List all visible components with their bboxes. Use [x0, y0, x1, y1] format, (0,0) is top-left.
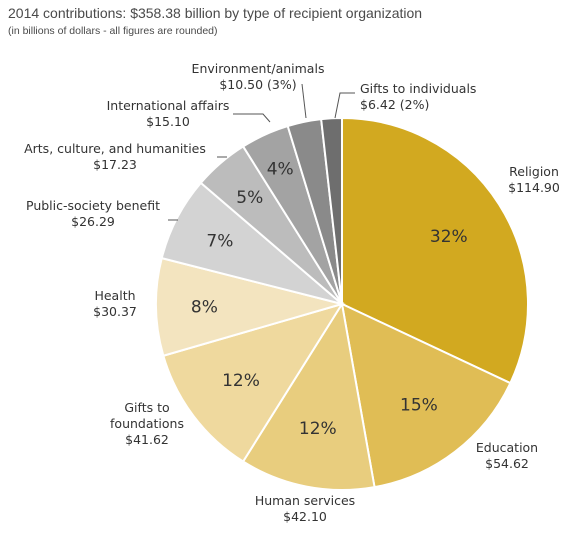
pie-slice-human-services [241, 301, 376, 491]
percent-label: 4% [267, 160, 294, 180]
category-label: Arts, culture, and humanities $17.23 [24, 141, 206, 172]
category-label: Public-society benefit $26.29 [26, 198, 160, 229]
percent-label: 12% [299, 419, 337, 439]
percent-label: 7% [206, 232, 233, 252]
chart-title: 2014 contributions: $358.38 billion by t… [8, 5, 422, 21]
leader-line [334, 92, 355, 119]
pie-slice-health [155, 256, 346, 358]
category-label: Gifts to foundations $41.62 [110, 400, 184, 447]
percent-label: 15% [400, 395, 438, 415]
percent-label: 5% [236, 188, 263, 208]
pie-slice-education [340, 302, 512, 489]
category-label: Health $30.37 [93, 288, 137, 319]
category-labels: Religion $114.90 Education $54.62 Human serv… [24, 61, 560, 524]
category-label: Religion $114.90 [508, 164, 560, 195]
pie-slice-religion [341, 116, 529, 385]
category-label: Human services $42.10 [255, 493, 355, 524]
chart-subtitle: (in billions of dollars - all figures ar… [8, 25, 218, 37]
percent-label: 12% [222, 371, 260, 391]
leader-line [233, 113, 271, 123]
pie-slice-gifts-to-individuals [320, 116, 343, 305]
percent-labels: 32% 15% 12% 12% 8% 7% 5%4% [191, 160, 468, 440]
leader-lines [168, 83, 355, 221]
leader-line [301, 83, 307, 119]
category-label: Gifts to individuals $6.42 (2%) [360, 81, 476, 112]
category-label: Education $54.62 [476, 440, 538, 471]
category-label: Environment/animals $10.50 (3%) [192, 61, 325, 92]
percent-label: 32% [430, 227, 468, 247]
category-label: International affairs $15.10 [107, 98, 230, 129]
percent-label: 8% [191, 297, 218, 317]
pie-slices [155, 116, 529, 491]
